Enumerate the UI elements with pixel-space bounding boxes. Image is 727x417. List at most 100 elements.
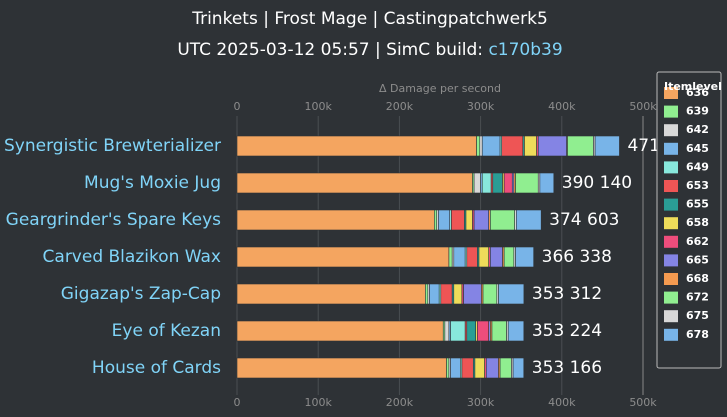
total-label: 374 603 — [549, 210, 619, 230]
legend-label: 678 — [686, 328, 709, 341]
legend-swatch — [664, 142, 678, 155]
legend-swatch — [664, 310, 678, 323]
bar-segment — [450, 320, 466, 342]
category-label: Gigazap's Zap-Cap — [61, 284, 221, 304]
legend-label: 639 — [686, 105, 709, 118]
total-label: 390 140 — [562, 173, 632, 193]
bar-segment — [236, 320, 444, 342]
total-label: 471 — [627, 136, 659, 156]
legend-swatch — [664, 124, 678, 137]
category-label: House of Cards — [92, 358, 221, 378]
x-tick-label-bottom: 0 — [234, 396, 241, 409]
bar-segment — [594, 135, 620, 157]
bar-segment — [446, 357, 450, 379]
subtitle-text: UTC 2025-03-12 05:57 | SimC build: — [177, 40, 488, 60]
x-tick-label-bottom: 200k — [386, 396, 414, 409]
bar-segment — [236, 283, 426, 305]
bar-segment — [524, 135, 537, 157]
category-label: Geargrinder's Spare Keys — [6, 210, 221, 230]
x-axis-title: Δ Damage per second — [379, 82, 501, 95]
bar-segment — [461, 357, 474, 379]
bar-segment — [434, 209, 438, 231]
bar-segment — [236, 135, 477, 157]
legend-label: 668 — [686, 272, 709, 285]
legend-title: Itemlevel — [664, 80, 722, 93]
bar-segment — [501, 135, 524, 157]
bar-segment — [425, 283, 429, 305]
bar-segment — [440, 283, 453, 305]
x-tick-label-top: 0 — [234, 100, 241, 113]
bar-segment — [515, 172, 539, 194]
x-tick-label-top: 400k — [548, 100, 576, 113]
legend-label: 642 — [686, 123, 709, 136]
category-label: Mug's Moxie Jug — [84, 173, 221, 193]
legend-label: 649 — [686, 160, 709, 173]
chart-title: Trinkets | Frost Mage | Castingpatchwerk… — [191, 9, 548, 29]
bar-segment — [499, 357, 512, 379]
bar-segment — [236, 246, 450, 268]
x-tick-label-top: 500k — [629, 100, 657, 113]
legend-label: 672 — [686, 291, 709, 304]
legend-swatch — [664, 254, 678, 267]
bar-segment — [453, 283, 463, 305]
bar-segment — [236, 172, 473, 194]
x-tick-label-top: 100k — [305, 100, 333, 113]
bar-segment — [482, 283, 498, 305]
bar-segment — [512, 357, 525, 379]
build-link[interactable]: c170b39 — [488, 40, 562, 60]
x-tick-label-top: 300k — [467, 100, 495, 113]
bar-segment — [539, 172, 555, 194]
legend-swatch — [664, 198, 678, 211]
bar-segment — [466, 320, 477, 342]
legend-swatch — [664, 328, 678, 341]
legend-label: 658 — [686, 216, 709, 229]
chart-subtitle: UTC 2025-03-12 05:57 | SimC build: c170b… — [177, 40, 562, 60]
bar-segment — [450, 357, 461, 379]
bar-segment — [516, 209, 542, 231]
total-label: 353 312 — [532, 284, 602, 304]
bar-segment — [490, 246, 503, 268]
legend-label: 655 — [686, 198, 709, 211]
bar-segment — [567, 135, 594, 157]
bar-segment — [463, 283, 482, 305]
bar-segment — [429, 283, 440, 305]
legend-swatch — [664, 217, 678, 230]
bar-segment — [473, 209, 490, 231]
total-label: 366 338 — [542, 247, 612, 267]
legend-label: 645 — [686, 142, 709, 155]
bar-segment — [507, 320, 525, 342]
bar-segment — [492, 172, 503, 194]
x-tick-label-bottom: 400k — [548, 396, 576, 409]
bar-segment — [503, 172, 513, 194]
bar-segment — [465, 209, 473, 231]
bar-segment — [491, 320, 507, 342]
bar-segment — [477, 320, 490, 342]
total-label: 353 224 — [532, 321, 602, 341]
x-tick-label-top: 200k — [386, 100, 414, 113]
bar-segment — [473, 172, 481, 194]
legend-label: 662 — [686, 235, 709, 248]
bar-segment — [490, 209, 516, 231]
bar-segment — [236, 357, 447, 379]
bar-segment — [444, 320, 450, 342]
bar-segment — [479, 135, 483, 157]
bar-segment — [515, 246, 534, 268]
bar-segment — [476, 135, 481, 157]
category-label: Synergistic Brewterializer — [4, 136, 221, 156]
legend-swatch — [664, 273, 678, 285]
bar-segment — [481, 172, 492, 194]
bar-segment — [498, 283, 525, 305]
bar-segment — [466, 246, 478, 268]
bar-segment — [236, 209, 435, 231]
legend-label: 665 — [686, 253, 709, 266]
legend-swatch — [664, 87, 678, 99]
category-label: Eye of Kezan — [112, 321, 221, 341]
legend-swatch — [664, 180, 678, 192]
x-tick-label-bottom: 100k — [305, 396, 333, 409]
legend-label: 653 — [686, 179, 709, 192]
legend-swatch — [664, 105, 678, 118]
category-label: Carved Blazikon Wax — [43, 247, 221, 267]
total-label: 353 166 — [532, 358, 602, 378]
x-tick-label-bottom: 300k — [467, 396, 495, 409]
